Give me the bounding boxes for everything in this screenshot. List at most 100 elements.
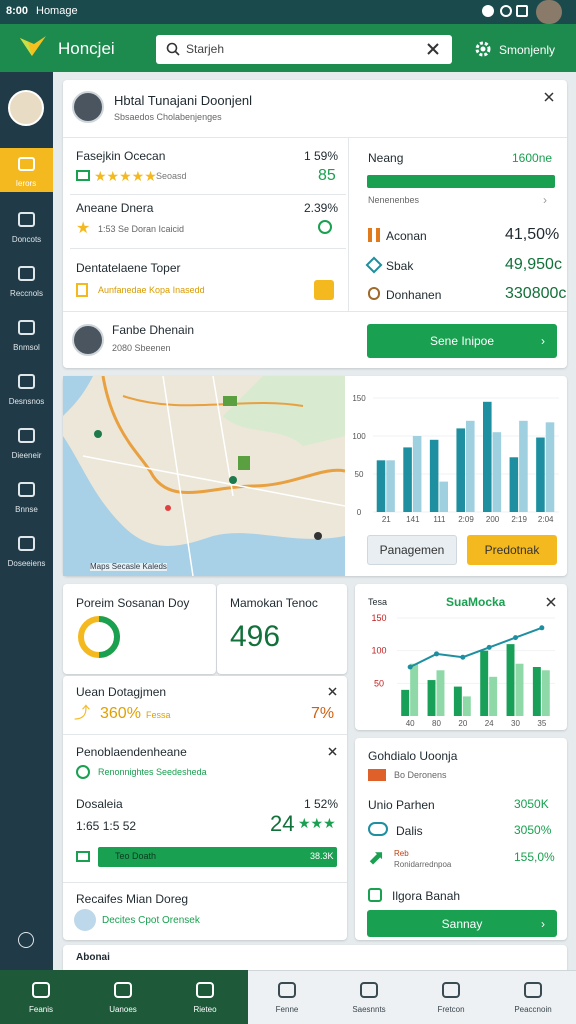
bar bbox=[410, 663, 419, 716]
panel-caption: Nenenenbes bbox=[368, 195, 420, 205]
bar bbox=[386, 460, 395, 512]
footer-avatar bbox=[74, 909, 96, 931]
profile-avatar bbox=[72, 91, 104, 123]
action-icon[interactable] bbox=[314, 280, 334, 300]
nav-label[interactable]: Peaccnoin bbox=[514, 1005, 552, 1014]
accent-button[interactable]: Predotnak bbox=[467, 535, 557, 565]
nav-label[interactable]: Rieteo bbox=[193, 1005, 217, 1014]
nav-icon bbox=[196, 982, 214, 998]
button-label: Sannay bbox=[441, 916, 483, 931]
panel-row-value: 41,50% bbox=[505, 226, 560, 243]
sidebar-label[interactable]: Desnsnos bbox=[8, 397, 45, 406]
sidebar-label[interactable]: Doncots bbox=[11, 235, 42, 244]
nav-label[interactable]: Saesnnts bbox=[352, 1005, 386, 1014]
primary-button[interactable]: Sannay › bbox=[367, 910, 557, 937]
x-tick-label: 20 bbox=[458, 719, 467, 728]
close-button[interactable] bbox=[328, 687, 337, 696]
nav-label[interactable]: Fretcon bbox=[437, 1005, 465, 1014]
search-box[interactable] bbox=[156, 35, 452, 64]
metric-detail: 1:53 Se Doran Icaicid bbox=[98, 224, 185, 234]
settings-label[interactable]: Smonjenly bbox=[499, 43, 556, 57]
trend-icon: ⤴ bbox=[74, 705, 91, 722]
metric-value: 1 59% bbox=[304, 149, 339, 163]
y-tick-label: 100 bbox=[371, 646, 386, 656]
button-label: Predotnak bbox=[484, 543, 540, 557]
row-value: 3050% bbox=[514, 823, 552, 837]
x-tick-label: 2:19 bbox=[511, 515, 527, 524]
primary-button[interactable]: Sene Inipoe › bbox=[367, 324, 557, 358]
metric-detail: Aunfanedae Kopa Inasedd bbox=[98, 285, 205, 295]
settings-icon[interactable] bbox=[474, 40, 492, 58]
stats-label: Dosaleia bbox=[76, 797, 123, 811]
card-title: Uean Dotagjmen bbox=[76, 685, 167, 699]
bar bbox=[403, 447, 412, 512]
doc-icon bbox=[76, 283, 88, 297]
card-title: Mamokan Tenoc bbox=[230, 596, 318, 610]
close-button[interactable] bbox=[328, 747, 337, 756]
metric-value: 2.39% bbox=[304, 201, 339, 215]
sidebar-label[interactable]: Reccnols bbox=[10, 289, 43, 298]
nav-label[interactable]: Feanis bbox=[28, 1005, 53, 1014]
donut-card bbox=[63, 584, 216, 674]
contact-name: Fanbe Dhenain bbox=[112, 323, 195, 337]
nav-label[interactable]: Fenne bbox=[275, 1005, 299, 1014]
line-point bbox=[407, 664, 413, 670]
metric-value: 496 bbox=[230, 620, 281, 653]
bar bbox=[401, 689, 410, 716]
sidebar-label[interactable]: Bnnse bbox=[15, 505, 38, 514]
search-placeholder: Starjeh bbox=[186, 42, 225, 56]
card-title: Penoblaendenheane bbox=[76, 745, 187, 759]
help-icon[interactable] bbox=[18, 932, 34, 948]
metric-card bbox=[217, 584, 347, 674]
status-icon bbox=[516, 5, 528, 17]
clear-search[interactable] bbox=[427, 43, 439, 55]
metric-label: Aneane Dnera bbox=[76, 201, 154, 215]
divider bbox=[63, 882, 347, 883]
x-tick-label: 200 bbox=[486, 515, 500, 524]
search-icon bbox=[166, 42, 180, 56]
bar bbox=[466, 420, 475, 512]
bar bbox=[492, 432, 502, 512]
bar bbox=[532, 667, 541, 716]
star-rating: ★★★★★ bbox=[94, 168, 157, 184]
bar bbox=[509, 457, 519, 512]
growth-note: Fessa bbox=[146, 710, 171, 720]
sidebar-label[interactable]: Dieeneir bbox=[11, 451, 42, 460]
status-icon bbox=[318, 220, 332, 234]
stats-score: 24 bbox=[270, 811, 295, 836]
close-button[interactable] bbox=[546, 597, 556, 607]
bar bbox=[456, 428, 465, 512]
sidebar-label[interactable]: Doseeiens bbox=[7, 559, 46, 568]
profile-subtitle: Sbsaedos Cholabenjenges bbox=[114, 112, 222, 122]
progress-label: Teo Doath bbox=[115, 851, 157, 861]
panel-row-label: Aconan bbox=[386, 229, 427, 243]
notes-detail: Renonnightes Seedesheda bbox=[98, 767, 207, 777]
card-link[interactable]: Ilgora Banah bbox=[392, 889, 461, 903]
user-avatar[interactable] bbox=[536, 0, 562, 24]
divider bbox=[63, 734, 347, 735]
chevron[interactable]: › bbox=[543, 193, 547, 207]
x-tick-label: 80 bbox=[432, 719, 441, 728]
sidebar-label[interactable]: Ierors bbox=[15, 179, 37, 188]
status-icon bbox=[482, 5, 494, 17]
bar bbox=[545, 422, 555, 512]
progress-bar bbox=[98, 847, 337, 867]
close-button[interactable] bbox=[544, 92, 554, 102]
line-series bbox=[409, 626, 543, 668]
nav-label[interactable]: Uanoes bbox=[109, 1005, 137, 1014]
bar bbox=[519, 420, 528, 512]
row-label: Dalis bbox=[396, 824, 423, 838]
panel-value: 1600ne bbox=[512, 151, 553, 165]
line-point bbox=[460, 654, 466, 660]
footer-detail: Decites Cpot Orensek bbox=[102, 915, 200, 926]
x-tick-label: 40 bbox=[406, 719, 415, 728]
side-card bbox=[355, 738, 567, 940]
bar bbox=[439, 481, 448, 512]
sidebar-label[interactable]: Bnmsol bbox=[13, 343, 40, 352]
donut bbox=[78, 616, 120, 658]
app-logo bbox=[20, 36, 46, 56]
bar bbox=[536, 437, 545, 512]
map[interactable] bbox=[63, 376, 345, 576]
chevron: › bbox=[541, 916, 545, 931]
secondary-button[interactable]: Panagemen bbox=[367, 535, 457, 565]
